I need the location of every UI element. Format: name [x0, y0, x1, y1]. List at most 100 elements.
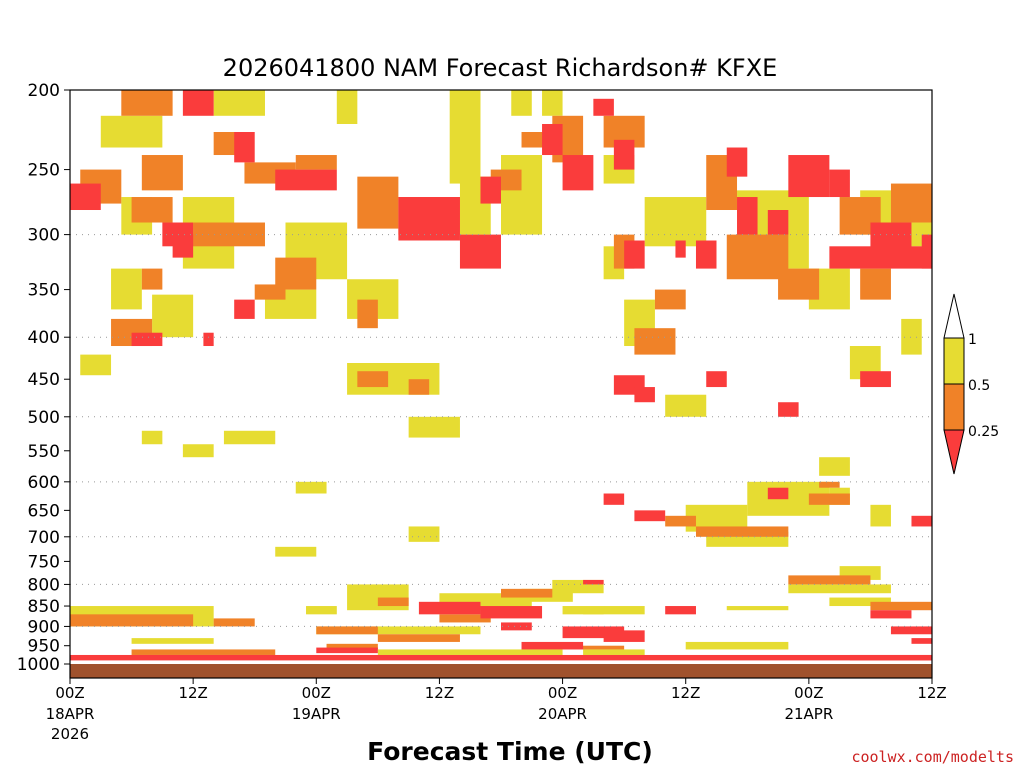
- ri-cell: [275, 257, 317, 290]
- ri-cell: [665, 394, 707, 417]
- ri-cell: [398, 197, 460, 241]
- x-tick-year: 2026: [51, 725, 89, 743]
- ri-cell: [685, 641, 789, 650]
- ri-cell: [849, 654, 932, 661]
- ri-cell: [562, 626, 625, 639]
- y-tick-label: 550: [28, 442, 60, 462]
- ri-cell: [583, 579, 604, 585]
- x-tick-label: 00Z: [794, 684, 823, 702]
- ri-cell: [213, 618, 255, 627]
- x-tick-label: 12Z: [425, 684, 454, 702]
- ri-cell: [182, 444, 214, 458]
- ri-cell: [675, 240, 686, 258]
- ri-cell: [870, 601, 932, 611]
- ri-cell: [234, 299, 255, 319]
- ri-cell: [121, 90, 173, 116]
- ri-cell: [665, 606, 696, 615]
- legend-swatch-red: [943, 429, 965, 475]
- x-axis: 00Z 18APR 2026 12Z 00Z 19APR 12Z 00Z 20APR 12Z 00Z…: [46, 678, 947, 743]
- y-axis: 200 250 300 350 400 450 500 550 600 650 700 750 8008…: [17, 81, 70, 675]
- ri-cell: [316, 647, 378, 654]
- ri-cell: [603, 493, 625, 505]
- ri-cell: [562, 645, 625, 650]
- y-tick-label: 600: [28, 473, 60, 493]
- y-tick-label: 850: [28, 597, 60, 617]
- ri-cell: [860, 268, 891, 300]
- ri-cell: [172, 234, 194, 258]
- ri-cell: [70, 614, 194, 627]
- ri-cell: [131, 197, 173, 223]
- ri-cell: [654, 289, 686, 310]
- ri-cell: [634, 510, 666, 522]
- ri-cell: [418, 601, 481, 615]
- ri-cell: [521, 641, 584, 650]
- y-tick-label: 350: [28, 281, 60, 301]
- ri-cell: [767, 487, 789, 500]
- y-tick-label: 250: [28, 161, 60, 181]
- ri-cell: [70, 654, 932, 661]
- richardson-cells: [70, 90, 932, 661]
- ri-cell: [295, 155, 337, 170]
- ri-cell: [439, 614, 491, 623]
- ri-cell: [901, 318, 922, 355]
- legend-swatch-above-1: [943, 293, 965, 339]
- x-tick-date: 18APR: [46, 705, 95, 723]
- ri-cell: [449, 90, 481, 184]
- ri-cell: [788, 575, 871, 585]
- y-tick-label: 750: [28, 552, 60, 572]
- ri-cell: [562, 155, 594, 191]
- credit-text: coolwx.com/modelts: [851, 748, 1014, 766]
- ri-cell: [182, 90, 214, 116]
- ri-cell: [501, 622, 532, 631]
- ri-cell: [306, 606, 337, 615]
- ri-cell: [737, 197, 758, 235]
- ri-cell: [634, 328, 676, 355]
- ri-cell: [921, 234, 932, 269]
- ri-cell: [357, 371, 389, 388]
- ri-cell: [377, 649, 563, 655]
- ri-cell: [70, 183, 101, 211]
- x-tick-date: 20APR: [538, 705, 587, 723]
- ri-cell: [141, 155, 183, 191]
- ri-cell: [870, 504, 891, 527]
- y-tick-label: 300: [28, 226, 60, 246]
- ri-cell: [644, 197, 707, 247]
- x-tick-label: 00Z: [55, 684, 84, 702]
- ri-cell: [408, 379, 430, 395]
- ri-cell: [111, 268, 142, 310]
- ri-cell: [347, 584, 409, 611]
- legend-swatch-yellow: [943, 337, 965, 385]
- legend-label-1: 1: [968, 332, 977, 348]
- ri-cell: [357, 176, 399, 229]
- ri-cell: [316, 626, 481, 635]
- ri-cell: [275, 546, 317, 557]
- x-tick-label: 12Z: [671, 684, 700, 702]
- ri-cell: [193, 222, 265, 247]
- ri-cell: [316, 626, 378, 635]
- ri-cell: [860, 371, 891, 388]
- ri-cell: [695, 240, 717, 269]
- ri-cell: [295, 481, 327, 494]
- ri-cell: [788, 584, 891, 594]
- y-tick-label: 950: [28, 637, 60, 657]
- ri-cell: [80, 354, 112, 376]
- y-tick-label: 200: [28, 81, 60, 101]
- ri-cell: [829, 169, 850, 198]
- ri-cell: [131, 332, 163, 347]
- y-tick-label: 700: [28, 528, 60, 548]
- x-axis-label: Forecast Time (UTC): [367, 737, 653, 766]
- ri-cell: [593, 98, 614, 116]
- ri-cell: [377, 597, 409, 607]
- ri-cell: [819, 481, 840, 488]
- ri-cell: [726, 606, 789, 611]
- ri-cell: [819, 457, 850, 476]
- y-tick-label: 900: [28, 617, 60, 637]
- ri-cell: [808, 493, 850, 505]
- plot-frame: [69, 89, 933, 679]
- x-tick-label: 12Z: [178, 684, 207, 702]
- ri-cell: [152, 294, 194, 338]
- ri-cell: [275, 169, 337, 191]
- ri-cell: [542, 123, 563, 156]
- ri-cell: [141, 430, 163, 445]
